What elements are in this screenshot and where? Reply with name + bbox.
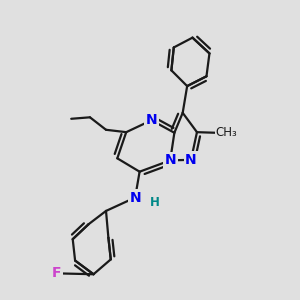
Text: F: F — [52, 266, 61, 280]
Text: N: N — [164, 153, 176, 167]
Text: N: N — [146, 113, 157, 127]
Text: CH₃: CH₃ — [215, 126, 237, 139]
Text: H: H — [149, 196, 159, 208]
Text: N: N — [129, 190, 141, 205]
Text: N: N — [185, 153, 197, 167]
